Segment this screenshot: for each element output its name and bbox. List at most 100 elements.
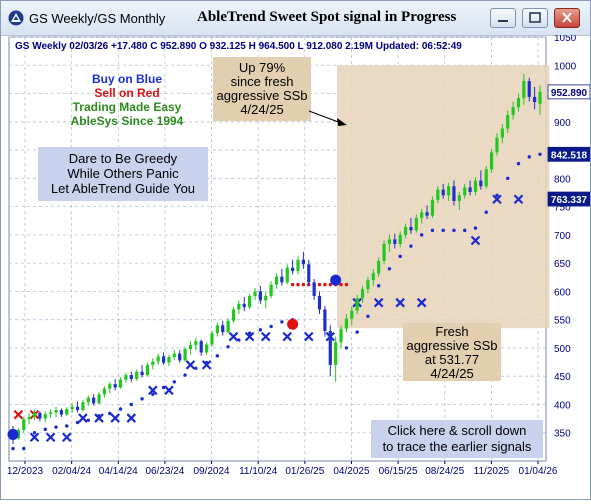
- x-mark: [94, 413, 104, 423]
- candle-body: [430, 199, 435, 216]
- candle-body: [140, 371, 144, 376]
- candle-body: [38, 412, 42, 419]
- y-tick-label: 500: [554, 344, 571, 355]
- close-button[interactable]: [554, 8, 580, 28]
- x-mark: [185, 360, 196, 370]
- stop-dot: [22, 446, 26, 451]
- signal-circle: [330, 274, 342, 286]
- chart-headline: AbleTrend Sweet Spot signal in Progress: [197, 9, 457, 25]
- x-mark: [303, 331, 314, 342]
- x-tick-label: 11/2025: [474, 466, 510, 477]
- x-tick-label: 01/04/26: [519, 466, 558, 477]
- red-stop-dot: [344, 282, 349, 287]
- stop-dot: [376, 284, 381, 288]
- candle-body: [377, 260, 381, 274]
- candle-body: [446, 186, 451, 196]
- stop-dot: [495, 193, 499, 197]
- stop-dot: [430, 228, 435, 233]
- red-stop-dot: [328, 282, 332, 287]
- candle-body: [350, 310, 354, 319]
- candle-body: [59, 410, 63, 415]
- candle-body: [387, 239, 392, 244]
- minimize-button[interactable]: [490, 8, 516, 28]
- candle-body: [473, 180, 478, 192]
- greedy-box-bg: [38, 147, 208, 201]
- symbol-info: GS Weekly 02/03/26 +17.480 C 952.890 O 9…: [15, 41, 462, 52]
- candle-body: [533, 96, 537, 103]
- stop-dot: [484, 210, 488, 214]
- y-tick-label: 600: [554, 287, 571, 298]
- gain-line4: 4/24/25: [240, 102, 283, 117]
- candle-body: [516, 98, 521, 108]
- red-stop-dot: [323, 282, 327, 287]
- price-tag-label: 952.890: [551, 88, 588, 99]
- stop-dots: [11, 152, 542, 451]
- x-tick-label: 11/10/24: [239, 466, 278, 477]
- candle-body: [258, 291, 262, 301]
- candle-body: [366, 280, 370, 290]
- candle-body: [371, 273, 375, 281]
- x-tick-label: 09/2024: [193, 466, 230, 477]
- y-tick-label: 350: [554, 429, 571, 440]
- minimize-icon: [498, 20, 508, 22]
- candle-body: [172, 353, 176, 357]
- x-mark: [201, 360, 212, 370]
- candle-body: [360, 289, 365, 299]
- title-bar[interactable]: GS Weekly/GS Monthly AbleTrend Sweet Spo…: [1, 1, 590, 36]
- x-mark: [78, 413, 88, 423]
- candle-body: [75, 406, 80, 411]
- stop-dot: [108, 411, 112, 416]
- stop-dot: [419, 233, 424, 237]
- stop-dot: [473, 226, 478, 230]
- x-tick-label: 04/14/24: [99, 466, 138, 477]
- candle-body: [32, 412, 37, 417]
- red-stop-dot: [317, 282, 322, 287]
- close-icon: [562, 12, 572, 23]
- stop-dot: [441, 228, 445, 233]
- stop-dot: [452, 228, 456, 233]
- candle-body: [285, 267, 289, 283]
- candle-body: [296, 259, 300, 272]
- candle-body: [344, 318, 349, 329]
- y-tick-label: 700: [554, 231, 571, 242]
- y-tick-label: 550: [554, 316, 571, 327]
- fresh-line4: 4/24/25: [430, 366, 473, 381]
- x-mark: [228, 331, 239, 342]
- earlier-signals-line1[interactable]: Click here & scroll down: [388, 423, 527, 438]
- x-mark: [416, 297, 427, 308]
- y-tick-label: 400: [554, 400, 571, 411]
- arrow-icon: [308, 110, 347, 126]
- gain-line1: Up 79%: [239, 60, 286, 75]
- candle-body: [334, 342, 338, 365]
- x-mark: [13, 409, 24, 420]
- stop-dot: [387, 267, 392, 271]
- y-tick-label: 1000: [554, 61, 577, 72]
- candle-body: [484, 169, 488, 187]
- maximize-button[interactable]: [522, 8, 548, 28]
- fresh-callout-bg: [403, 323, 501, 381]
- price-chart[interactable]: 3504004505005506006507007508008509009501…: [1, 33, 591, 499]
- red-stop-dot: [290, 282, 295, 287]
- candle-body: [253, 291, 257, 296]
- x-mark: [260, 331, 271, 342]
- price-tag-label: 842.518: [551, 150, 588, 161]
- chart-area[interactable]: 3504004505005506006507007508008509009501…: [1, 33, 591, 499]
- earlier-signals-bg[interactable]: [371, 420, 543, 458]
- candle-body: [264, 295, 268, 301]
- candles: [11, 73, 542, 445]
- candle-body: [183, 349, 187, 361]
- greedy-line3: Let AbleTrend Guide You: [51, 181, 195, 196]
- earlier-signals-line2[interactable]: to trace the earlier signals: [383, 439, 532, 454]
- stop-dot: [409, 244, 413, 248]
- candle-body: [274, 276, 279, 285]
- earlier-signals-link[interactable]: Click here & scroll down to trace the ea…: [371, 420, 543, 458]
- y-tick-label: 800: [554, 174, 571, 185]
- candle-body: [199, 341, 203, 353]
- stop-dot: [366, 314, 370, 318]
- greedy-box: Dare to Be Greedy While Others Panic Let…: [38, 147, 208, 201]
- candle-body: [248, 295, 252, 308]
- stop-dot: [118, 407, 123, 411]
- y-tick-label: 450: [554, 372, 571, 383]
- red-stop-dot: [339, 282, 343, 287]
- y-tick-label: 750: [554, 203, 571, 214]
